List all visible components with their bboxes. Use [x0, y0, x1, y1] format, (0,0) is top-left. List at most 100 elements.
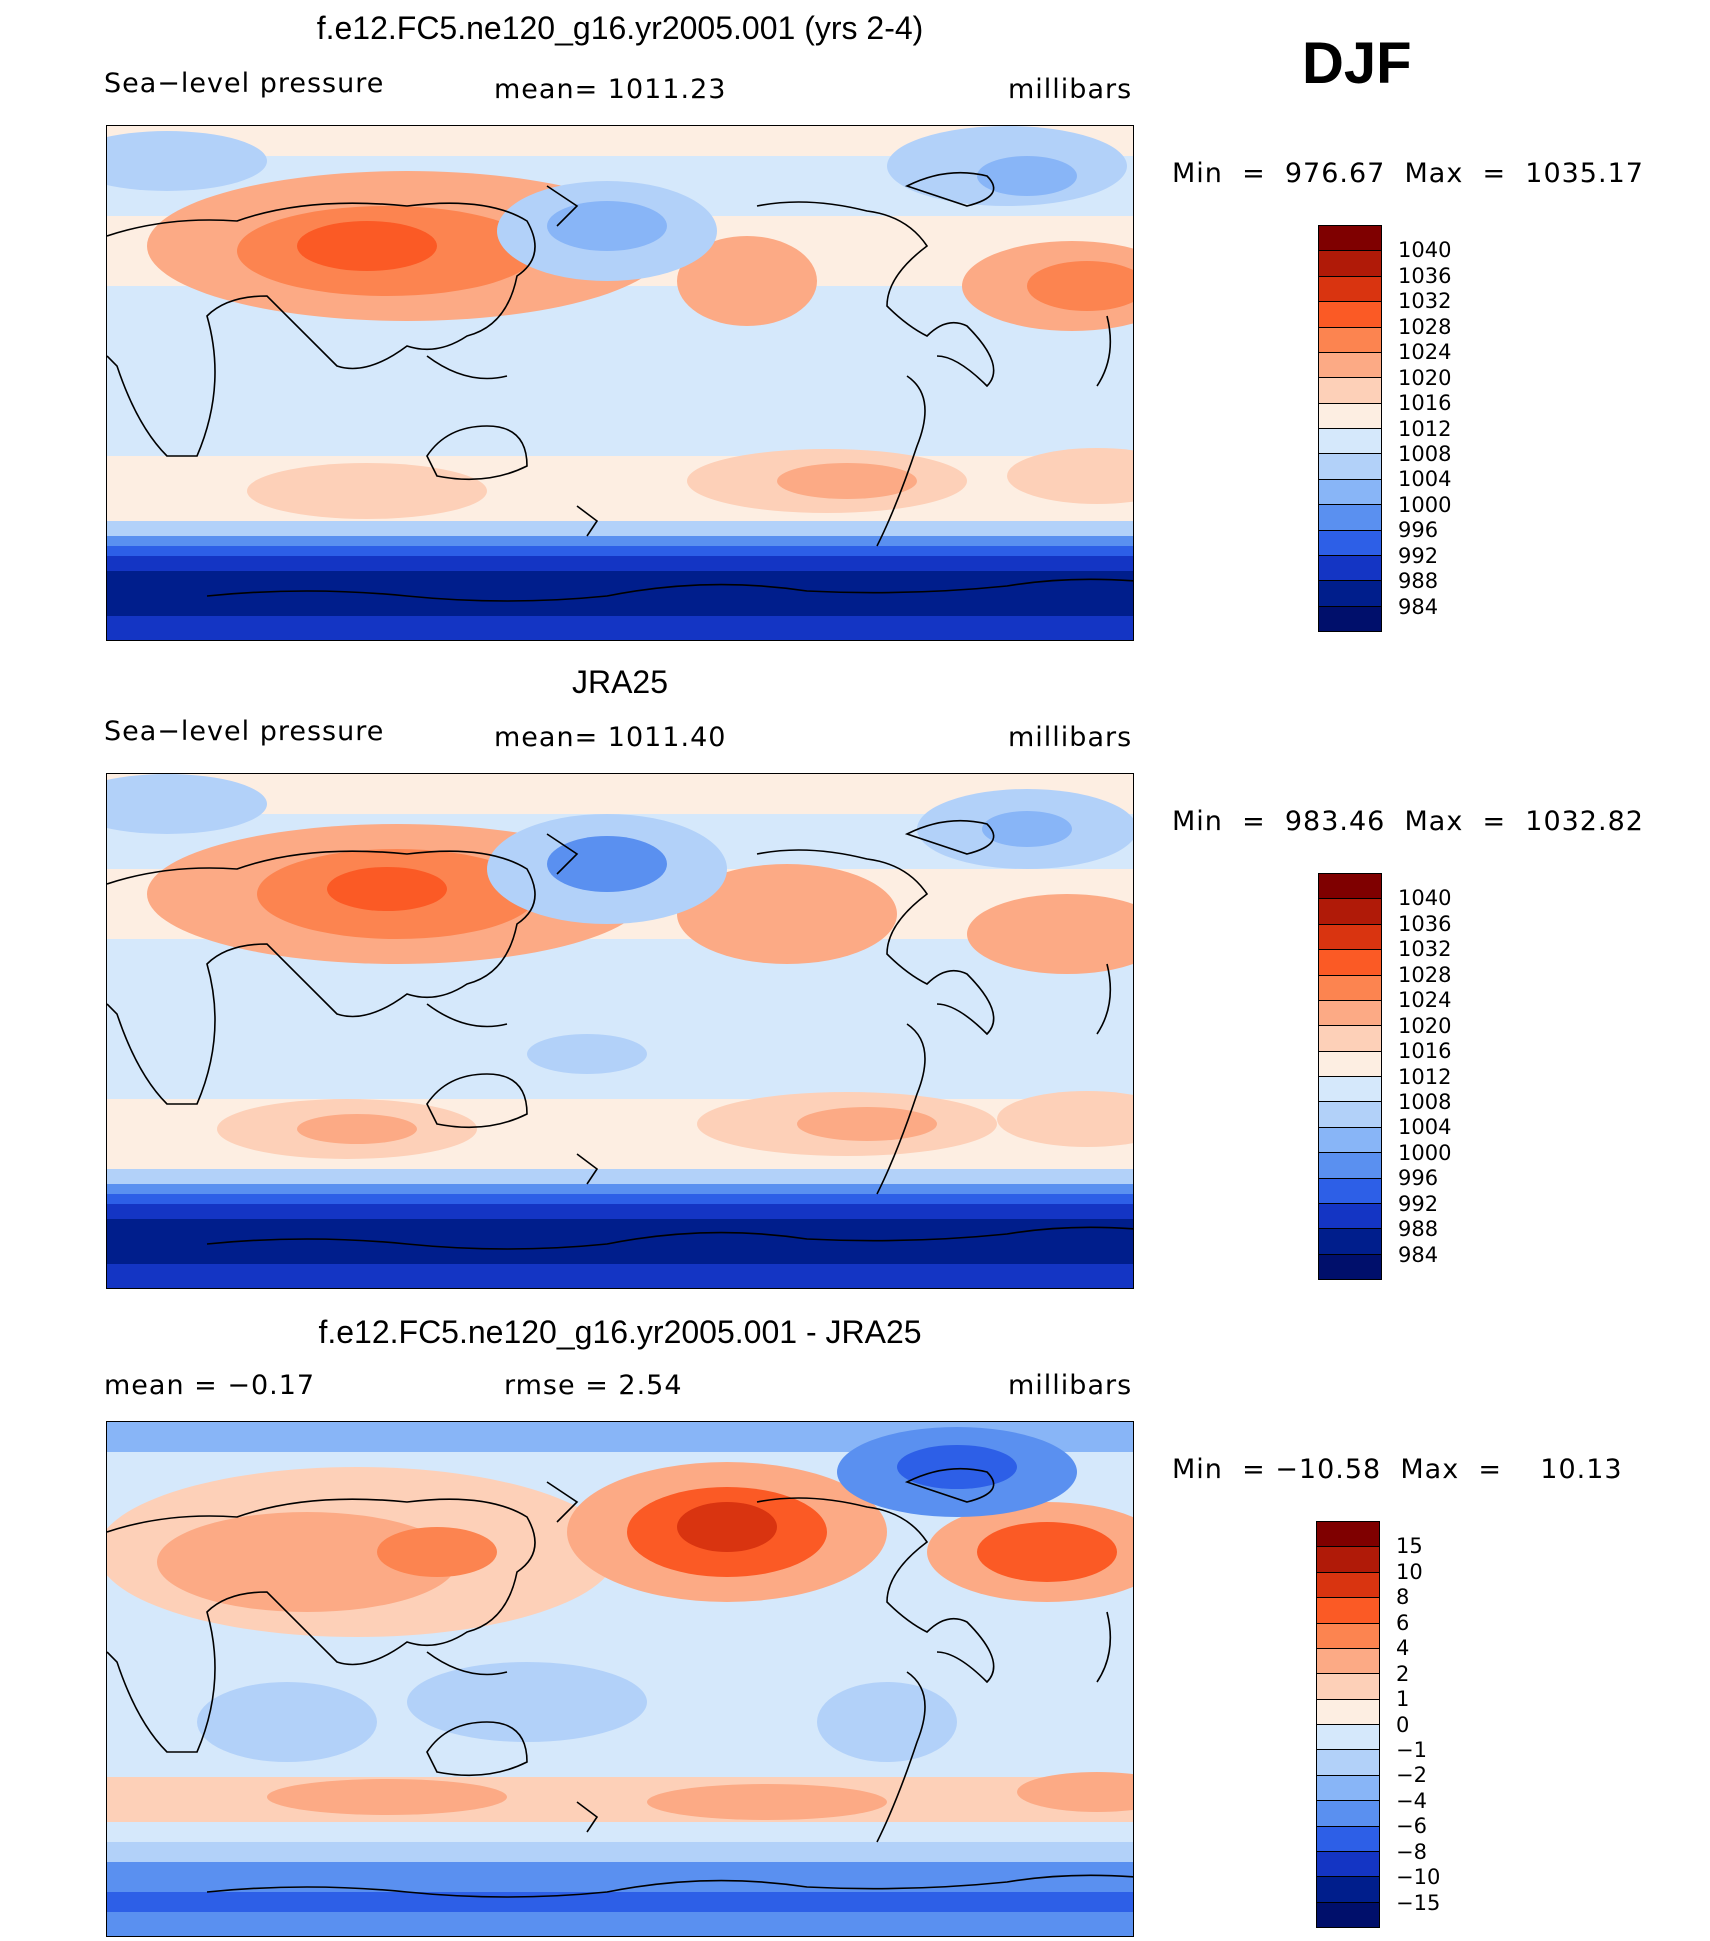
colorbar-swatch	[1319, 226, 1381, 251]
colorbar-label: 1000	[1398, 492, 1452, 517]
colorbar-swatch	[1317, 1724, 1379, 1750]
colorbar-swatch	[1317, 1622, 1379, 1648]
colorbar-swatch	[1319, 554, 1381, 581]
colorbar-label: 1028	[1398, 314, 1452, 339]
colorbar-label: −6	[1396, 1814, 1427, 1839]
colorbar-swatch	[1319, 428, 1381, 454]
colorbar-label: −15	[1396, 1890, 1441, 1915]
colorbar-label: 992	[1398, 543, 1439, 568]
panel-2-variable-label: Sea−level pressure	[104, 716, 385, 747]
colorbar-label: 1012	[1398, 1064, 1452, 1089]
season-label: DJF	[1302, 31, 1412, 96]
colorbar-swatch	[1317, 1571, 1379, 1598]
colorbar-swatch	[1319, 1101, 1381, 1127]
colorbar-swatch	[1317, 1774, 1379, 1801]
colorbar-label: 1012	[1398, 416, 1452, 441]
colorbar-label: 1016	[1398, 391, 1452, 416]
colorbar-label: 15	[1396, 1534, 1423, 1559]
colorbar-swatch	[1319, 326, 1381, 352]
panel-1-minmax: Min = 976.67 Max = 1035.17	[1172, 158, 1644, 189]
colorbar-label: 2	[1396, 1661, 1410, 1686]
colorbar-label: 1024	[1398, 988, 1452, 1013]
colorbar-swatch	[1319, 478, 1381, 505]
colorbar-swatch	[1319, 250, 1381, 276]
colorbar-label: 1008	[1398, 1089, 1452, 1114]
panel-3-minmax: Min = −10.58 Max = 10.13	[1172, 1454, 1623, 1485]
colorbar-swatch	[1319, 1253, 1381, 1279]
colorbar-label: 1	[1396, 1687, 1410, 1712]
colorbar-swatch	[1317, 1800, 1379, 1826]
colorbar-label: 1004	[1398, 1115, 1452, 1140]
colorbar-label: 1008	[1398, 441, 1452, 466]
colorbar-label: −8	[1396, 1839, 1427, 1864]
panel-2-mean-label: mean= 1011.40	[494, 722, 727, 753]
colorbar-label: 1004	[1398, 467, 1452, 492]
colorbar-swatch	[1317, 1901, 1379, 1927]
panel-1-colorbar-labels: 1040 1036 1032 1028 1024 1020 1016 1012 1008 1004…	[1398, 225, 1488, 632]
colorbar-label: 996	[1398, 1166, 1439, 1191]
panel-2-map	[106, 773, 1134, 1289]
panel-3-colorbar	[1316, 1521, 1380, 1928]
colorbar-swatch	[1319, 923, 1381, 950]
colorbar-swatch	[1319, 999, 1381, 1026]
colorbar-swatch	[1319, 402, 1381, 428]
colorbar-swatch	[1319, 377, 1381, 403]
colorbar-swatch	[1319, 351, 1381, 378]
colorbar-swatch	[1317, 1546, 1379, 1572]
colorbar-swatch	[1319, 504, 1381, 530]
colorbar-swatch	[1317, 1876, 1379, 1902]
colorbar-label: 1036	[1398, 263, 1452, 288]
colorbar-label: 1000	[1398, 1140, 1452, 1165]
colorbar-label: 1032	[1398, 289, 1452, 314]
colorbar-label: 992	[1398, 1191, 1439, 1216]
colorbar-label: 6	[1396, 1610, 1410, 1635]
colorbar-label: 4	[1396, 1636, 1410, 1661]
colorbar-swatch	[1319, 301, 1381, 327]
colorbar-swatch	[1319, 605, 1381, 631]
colorbar-swatch	[1319, 1152, 1381, 1178]
colorbar-swatch	[1319, 949, 1381, 975]
colorbar-swatch	[1319, 1025, 1381, 1051]
colorbar-swatch	[1319, 1050, 1381, 1076]
panel-1-mean-label: mean= 1011.23	[494, 74, 727, 105]
colorbar-label: −2	[1396, 1763, 1427, 1788]
colorbar-label: 984	[1398, 1242, 1439, 1267]
colorbar-label: 996	[1398, 518, 1439, 543]
colorbar-label: 1040	[1398, 238, 1452, 263]
colorbar-swatch	[1319, 275, 1381, 302]
colorbar-label: 1040	[1398, 886, 1452, 911]
colorbar-swatch	[1319, 1126, 1381, 1153]
colorbar-swatch	[1317, 1522, 1379, 1547]
colorbar-label: 1036	[1398, 911, 1452, 936]
panel-1-title: f.e12.FC5.ne120_g16.yr2005.001 (yrs 2-4)	[316, 10, 924, 46]
colorbar-label: 1024	[1398, 340, 1452, 365]
colorbar-swatch	[1319, 1228, 1381, 1254]
colorbar-swatch	[1317, 1749, 1379, 1775]
panel-1-variable-label: Sea−level pressure	[104, 68, 385, 99]
colorbar-swatch	[1319, 529, 1381, 555]
panel-2-title: JRA25	[571, 664, 669, 700]
colorbar-swatch	[1319, 974, 1381, 1000]
colorbar-label: −10	[1396, 1865, 1441, 1890]
colorbar-label: 1020	[1398, 365, 1452, 390]
panel-1-colorbar	[1318, 225, 1382, 632]
colorbar-swatch	[1317, 1850, 1379, 1877]
colorbar-swatch	[1319, 1202, 1381, 1229]
colorbar-swatch	[1319, 580, 1381, 606]
colorbar-swatch	[1317, 1597, 1379, 1623]
panel-2-colorbar-labels: 1040 1036 1032 1028 1024 1020 1016 1012 1008 1004…	[1398, 873, 1488, 1280]
colorbar-label: 8	[1396, 1585, 1410, 1610]
colorbar-label: 1016	[1398, 1039, 1452, 1064]
panel-2-minmax: Min = 983.46 Max = 1032.82	[1172, 806, 1644, 837]
colorbar-label: 988	[1398, 569, 1439, 594]
colorbar-swatch	[1319, 453, 1381, 479]
colorbar-label: 1028	[1398, 962, 1452, 987]
colorbar-label: −1	[1396, 1737, 1427, 1762]
panel-3-map	[106, 1421, 1134, 1937]
colorbar-swatch	[1317, 1673, 1379, 1699]
colorbar-label: 10	[1396, 1559, 1423, 1584]
panel-3-rmse-label: rmse = 2.54	[504, 1370, 683, 1401]
panel-3-colorbar-labels: 15 10 8 6 4 2 1 0 −1 −2 −4 −6 −8 −10 −15	[1396, 1521, 1486, 1928]
panel-3-mean-label: mean = −0.17	[104, 1370, 316, 1401]
colorbar-swatch	[1319, 898, 1381, 924]
